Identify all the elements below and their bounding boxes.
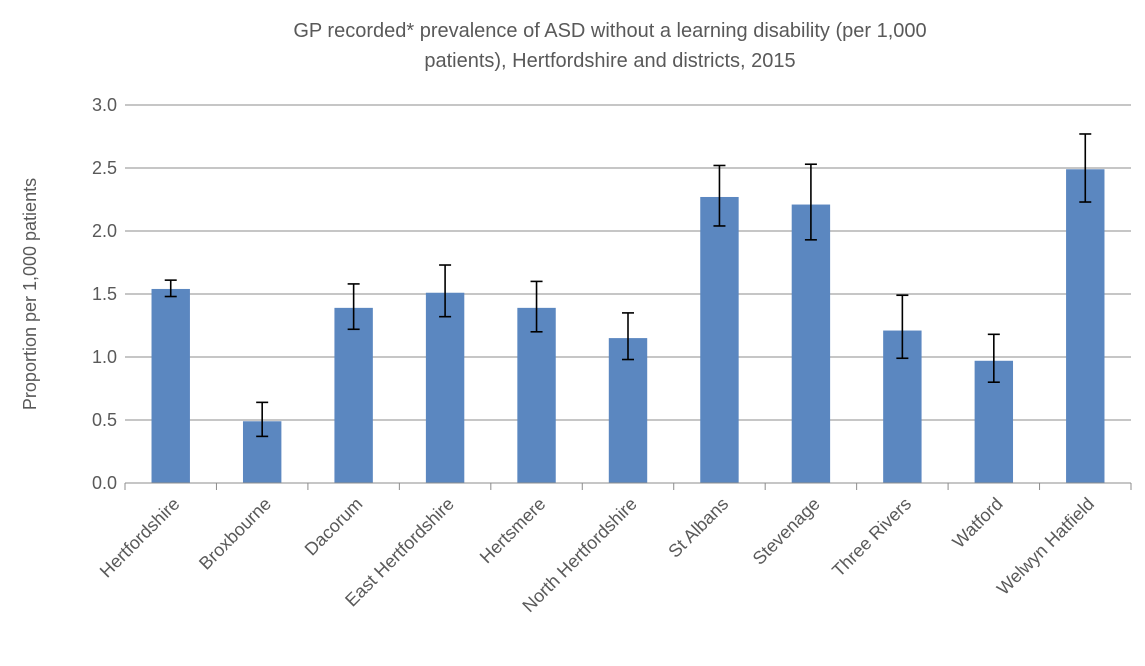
bar	[151, 288, 190, 483]
x-tick-label: Hertfordshire	[96, 494, 184, 582]
bars	[151, 169, 1105, 484]
y-tick-label: 0.5	[92, 410, 117, 430]
chart-title-line-2: patients), Hertfordshire and districts, …	[424, 50, 795, 72]
y-tick-label: 2.0	[92, 221, 117, 241]
y-tick-label: 3.0	[92, 95, 117, 115]
x-tick-label: St Albans	[664, 494, 732, 562]
bar	[608, 338, 648, 483]
x-tick-label: Dacorum	[301, 494, 367, 560]
error-bar	[713, 164, 726, 227]
error-bar	[439, 264, 452, 318]
error-bar	[804, 163, 817, 241]
gridlines	[125, 104, 1131, 421]
y-tick-label: 0.0	[92, 473, 117, 493]
bar	[517, 307, 556, 483]
error-bar	[256, 401, 269, 438]
y-tick-label: 2.5	[92, 158, 117, 178]
error-bar	[347, 283, 360, 331]
x-tick-label: Welwyn Hatfield	[993, 494, 1098, 599]
x-tick-label: Hertsmere	[476, 494, 550, 568]
error-bar	[530, 280, 543, 333]
error-bar	[1079, 133, 1092, 203]
x-tick-label: Watford	[948, 494, 1006, 552]
bar	[700, 196, 739, 484]
x-tick-label: Three Rivers	[828, 494, 915, 581]
y-axis-label: Proportion per 1,000 patients	[20, 178, 40, 410]
error-bar	[987, 333, 1000, 384]
y-tick-label: 1.0	[92, 347, 117, 367]
bar	[334, 307, 373, 483]
y-tick-label: 1.5	[92, 284, 117, 304]
bar	[1066, 169, 1105, 483]
error-bar	[164, 279, 177, 298]
y-tick-labels: 0.0 0.5 1.0 1.5 2.0 2.5 3.0	[92, 95, 117, 493]
bar	[791, 204, 831, 484]
error-bars	[164, 133, 1092, 438]
x-tick-label: Stevenage	[749, 494, 824, 569]
chart-title-line-1: GP recorded* prevalence of ASD without a…	[293, 20, 926, 42]
error-bar	[896, 294, 909, 360]
bar	[425, 292, 465, 483]
x-axis	[124, 482, 1132, 490]
error-bar	[622, 312, 634, 361]
x-tick-label: Broxbourne	[195, 494, 275, 574]
